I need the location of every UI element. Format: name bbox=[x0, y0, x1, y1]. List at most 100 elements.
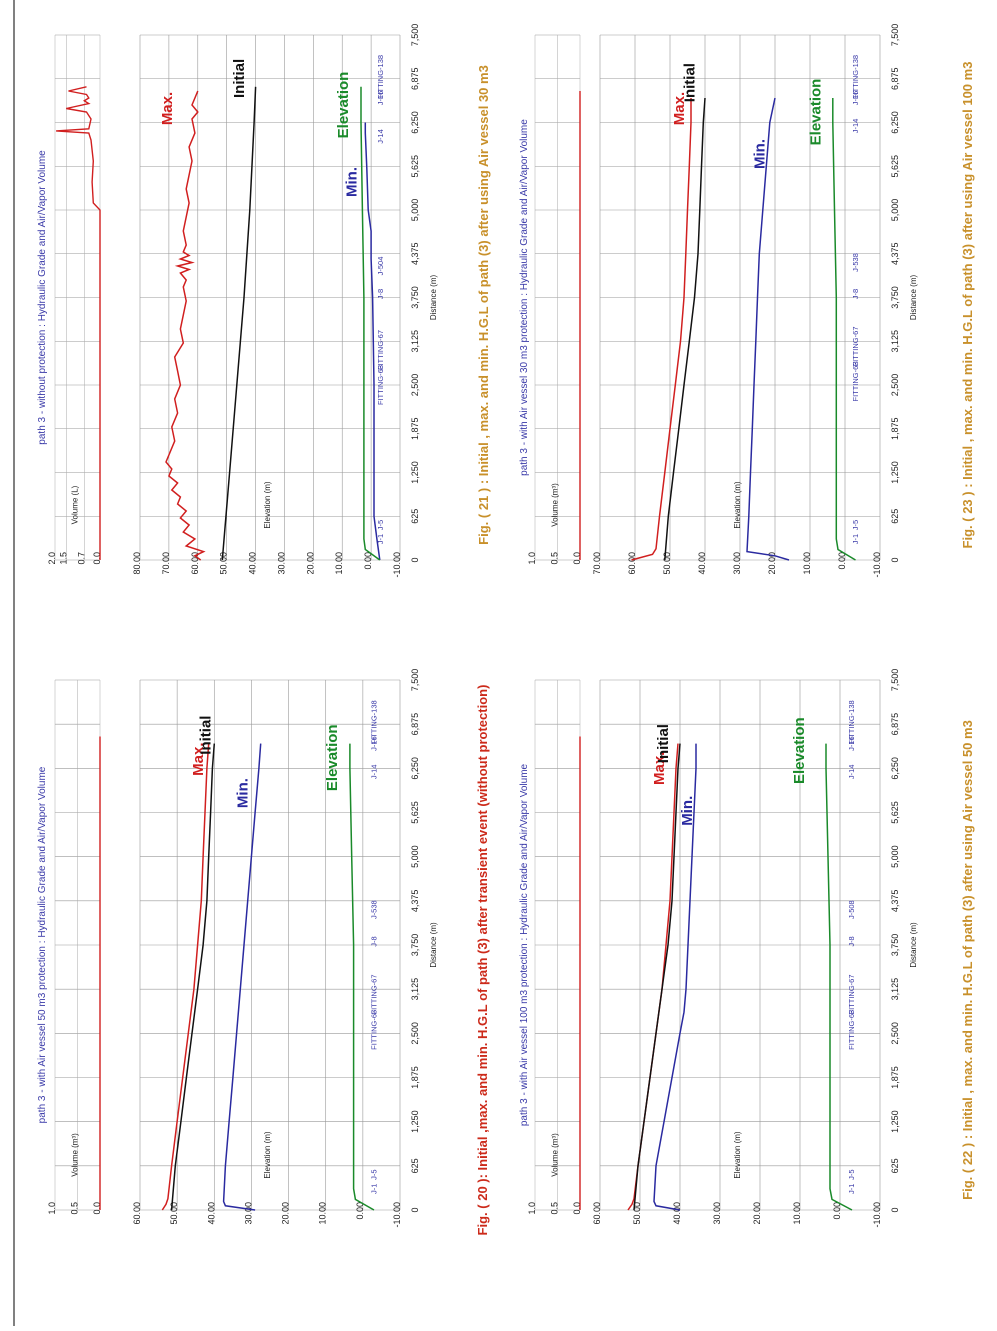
x-tick-label: 625 bbox=[410, 1158, 420, 1173]
x-tick-label: 3,125 bbox=[890, 978, 900, 1001]
x-tick-label: 7,500 bbox=[890, 669, 900, 692]
series-line-elevation bbox=[360, 86, 381, 561]
node-annotation: J-14 bbox=[376, 129, 385, 144]
x-tick-label: 0 bbox=[890, 1207, 900, 1212]
x-axis-label: Distance (m) bbox=[909, 922, 918, 968]
y-tick-label: -10.00 bbox=[392, 552, 402, 578]
x-tick-label: 3,125 bbox=[410, 330, 420, 353]
x-tick-label: 1,875 bbox=[410, 417, 420, 440]
y-tick-label: 20.00 bbox=[305, 552, 315, 575]
x-tick-label: 7,500 bbox=[890, 24, 900, 47]
y-tick-label: 50.00 bbox=[219, 552, 229, 575]
y-tick-label: 0.00 bbox=[832, 1202, 842, 1220]
node-annotation: J-14 bbox=[851, 119, 860, 134]
node-annotation: J-16 bbox=[847, 736, 856, 751]
volume-axis-label: Volume (m³) bbox=[71, 1133, 80, 1177]
x-axis-label: Distance (m) bbox=[909, 274, 918, 320]
series-line-elevation bbox=[349, 743, 375, 1211]
x-tick-label: 3,125 bbox=[410, 978, 420, 1001]
volume-tick-label: 1.0 bbox=[47, 1202, 57, 1215]
x-tick-label: 4,375 bbox=[890, 242, 900, 265]
x-tick-label: 1,875 bbox=[890, 417, 900, 440]
y-tick-label: 60.00 bbox=[132, 1202, 142, 1225]
x-tick-label: 5,000 bbox=[410, 199, 420, 222]
x-tick-label: 2,500 bbox=[890, 374, 900, 397]
y-tick-label: 60.00 bbox=[592, 1202, 602, 1225]
y-tick-label: 30.00 bbox=[276, 552, 286, 575]
x-tick-label: 7,500 bbox=[410, 24, 420, 47]
series-label: Max. bbox=[671, 92, 688, 125]
node-annotation: J-538 bbox=[369, 900, 378, 919]
volume-tick-label: 0.0 bbox=[572, 552, 582, 565]
y-tick-label: 0.00 bbox=[363, 552, 373, 570]
node-annotation: J-5 bbox=[369, 1169, 378, 1179]
node-annotation: J-5 bbox=[847, 1169, 856, 1179]
x-tick-label: 6,875 bbox=[890, 67, 900, 90]
x-axis-label: Distance (m) bbox=[429, 274, 438, 320]
x-axis-label: Distance (m) bbox=[429, 922, 438, 968]
x-tick-label: 2,500 bbox=[890, 1022, 900, 1045]
y-tick-label: 30.00 bbox=[712, 1202, 722, 1225]
node-annotation: J-5 bbox=[376, 520, 385, 530]
x-tick-label: 1,250 bbox=[890, 1110, 900, 1133]
y-tick-label: 30.00 bbox=[732, 552, 742, 575]
y-tick-label: 50.00 bbox=[632, 1202, 642, 1225]
series-line-min bbox=[653, 743, 697, 1211]
node-annotation: J-1 bbox=[847, 1184, 856, 1194]
series-line-initial bbox=[633, 743, 681, 1211]
series-label: Elevation bbox=[324, 724, 341, 791]
series-line-min bbox=[222, 743, 262, 1211]
y-tick-label: 70.00 bbox=[161, 552, 171, 575]
series-label: Min. bbox=[344, 167, 361, 197]
node-annotation: FITTING-63 bbox=[851, 361, 860, 401]
chart-panel-fig22: path 3 - with Air vessel 50 m3 protectio… bbox=[37, 669, 438, 1228]
y-tick-label: -10.00 bbox=[392, 1202, 402, 1228]
series-line-elevation bbox=[825, 743, 853, 1211]
node-annotation: FITTING-63 bbox=[847, 1010, 856, 1050]
series-label: Elevation bbox=[335, 72, 352, 139]
node-annotation: J-1 bbox=[376, 534, 385, 544]
series-label: Initial bbox=[655, 724, 672, 763]
x-tick-label: 3,750 bbox=[410, 934, 420, 957]
x-tick-label: 4,375 bbox=[890, 890, 900, 913]
node-annotation: J-1 bbox=[369, 1184, 378, 1194]
y-tick-label: 40.00 bbox=[248, 552, 258, 575]
y-axis-label: Elevation (m) bbox=[733, 481, 742, 528]
x-tick-label: 4,375 bbox=[410, 890, 420, 913]
x-tick-label: 3,125 bbox=[890, 330, 900, 353]
node-annotation: J-16 bbox=[369, 736, 378, 751]
series-line-elevation bbox=[832, 98, 856, 561]
series-line-min bbox=[364, 122, 381, 561]
x-tick-label: 6,250 bbox=[410, 111, 420, 134]
figure-caption-fig21: Fig. ( 21 ) : Initial , max. and min. H.… bbox=[476, 65, 491, 545]
x-tick-label: 1,250 bbox=[410, 461, 420, 484]
y-tick-label: 0.00 bbox=[837, 552, 847, 570]
node-annotation: FITTING-138 bbox=[369, 700, 378, 744]
series-line-initial bbox=[664, 97, 706, 561]
series-label: Elevation bbox=[808, 79, 825, 146]
x-tick-label: 625 bbox=[890, 1158, 900, 1173]
node-annotation: FITTING-67 bbox=[369, 974, 378, 1014]
node-annotation: J-8 bbox=[376, 289, 385, 299]
x-tick-label: 4,375 bbox=[410, 242, 420, 265]
x-tick-label: 5,625 bbox=[410, 801, 420, 824]
y-axis-label: Elevation (m) bbox=[263, 1131, 272, 1178]
y-tick-label: 40.00 bbox=[697, 552, 707, 575]
y-tick-label: -10.00 bbox=[872, 552, 882, 578]
x-tick-label: 2,500 bbox=[410, 374, 420, 397]
y-tick-label: 20.00 bbox=[752, 1202, 762, 1225]
volume-axis-label: Volume (L) bbox=[71, 485, 80, 524]
series-line-max bbox=[165, 90, 206, 561]
series-label: Min. bbox=[235, 778, 252, 808]
y-tick-label: 0.00 bbox=[355, 1202, 365, 1220]
y-tick-label: 10.00 bbox=[802, 552, 812, 575]
y-tick-label: 50.00 bbox=[169, 1202, 179, 1225]
x-tick-label: 5,625 bbox=[890, 801, 900, 824]
node-annotation: J-5 bbox=[851, 520, 860, 530]
figure-caption-fig20: Fig. ( 20 ): Initial ,max. and min. H.G.… bbox=[475, 685, 490, 1236]
node-annotation: J-14 bbox=[369, 765, 378, 780]
y-tick-label: 40.00 bbox=[672, 1202, 682, 1225]
volume-tick-label: 0.5 bbox=[70, 1202, 80, 1215]
series-label: Initial bbox=[198, 716, 215, 755]
